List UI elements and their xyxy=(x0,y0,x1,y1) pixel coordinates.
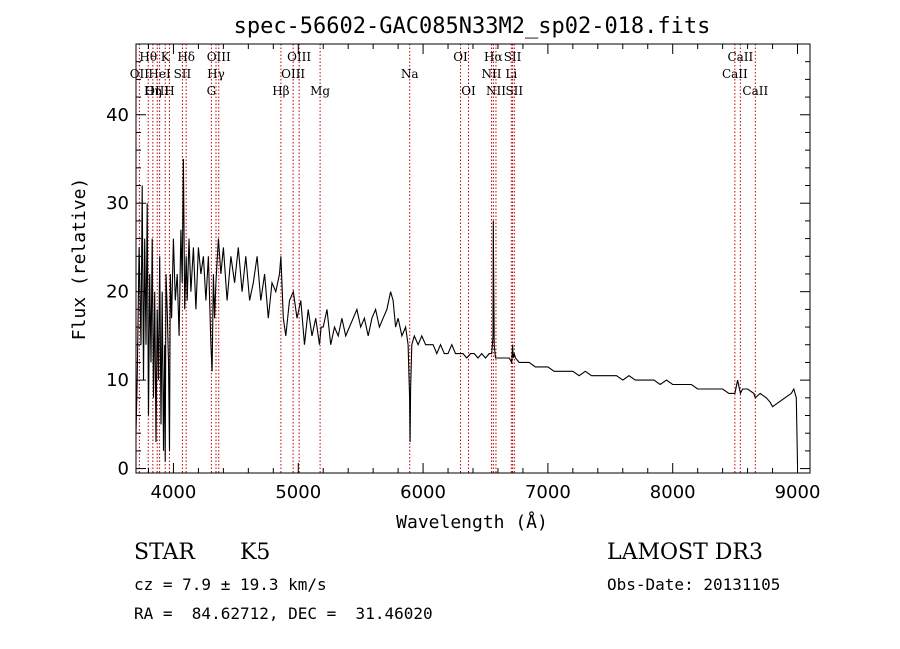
spectrum-line xyxy=(135,158,799,465)
obs-date: Obs-Date: 20131105 xyxy=(607,575,781,594)
line-marker-label: Hθ xyxy=(139,50,157,64)
line-marker-label: OII xyxy=(130,67,150,81)
x-tick-label: 4000 xyxy=(151,482,197,503)
line-markers xyxy=(138,44,756,473)
line-marker-label: NII xyxy=(486,84,506,98)
y-tick-label: 10 xyxy=(106,370,129,391)
line-marker-label: OIII xyxy=(207,50,231,64)
object-class: STAR xyxy=(134,540,195,565)
y-tick-label: 20 xyxy=(106,282,129,303)
y-tick-label: 40 xyxy=(106,105,129,126)
line-marker-label: Hγ xyxy=(207,67,225,81)
line-marker-label: G xyxy=(207,84,217,98)
x-tick-label: 5000 xyxy=(275,482,321,503)
line-marker-label: Hη xyxy=(144,84,162,98)
x-tick-label: 9000 xyxy=(775,482,821,503)
object-subclass: K5 xyxy=(240,540,271,565)
x-tick-label: 8000 xyxy=(650,482,696,503)
line-marker-label: Hβ xyxy=(272,84,289,98)
line-marker-label: Mg xyxy=(310,84,330,98)
y-tick-label: 30 xyxy=(106,193,129,214)
line-marker-label: Na xyxy=(401,67,419,81)
line-marker-label: CaII xyxy=(727,50,753,64)
y-axis-ticks: 0 10 20 30 40 xyxy=(106,61,810,480)
x-tick-label: 7000 xyxy=(525,482,571,503)
survey-name: LAMOST DR3 xyxy=(607,540,763,565)
y-tick-label: 0 xyxy=(118,459,129,480)
line-marker-label: OI xyxy=(461,84,476,98)
line-marker-label: Li xyxy=(505,67,517,81)
x-tick-label: 6000 xyxy=(400,482,446,503)
coordinates-readout: RA = 84.62712, DEC = 31.46020 xyxy=(134,604,433,623)
line-marker-label: K xyxy=(161,50,171,64)
line-marker-label: OIII xyxy=(287,50,311,64)
line-marker-label: OI xyxy=(453,50,468,64)
line-marker-label: SII xyxy=(504,50,522,64)
redshift-readout: cz = 7.9 ± 19.3 km/s xyxy=(134,575,327,594)
x-axis-label: Wavelength (Å) xyxy=(396,511,548,533)
line-marker-label: Hδ xyxy=(177,50,195,64)
line-marker-label: SII xyxy=(505,84,523,98)
line-marker-label: OIII xyxy=(145,84,169,98)
line-marker-label: SII xyxy=(174,67,192,81)
line-marker-label: CaII xyxy=(742,84,768,98)
y-axis-label: Flux (relative) xyxy=(69,178,90,341)
line-marker-label: CaII xyxy=(722,67,748,81)
line-marker-label: Hα xyxy=(484,50,503,64)
line-marker-label: HeI xyxy=(148,67,171,81)
line-marker-label: OIII xyxy=(281,67,305,81)
x-axis-ticks: 4000 5000 6000 7000 8000 9000 xyxy=(147,44,821,503)
chart-title: spec-56602-GAC085N33M2_sp02-018.fits xyxy=(234,14,711,39)
line-marker-label: NII xyxy=(481,67,501,81)
line-marker-label: H xyxy=(164,84,174,98)
